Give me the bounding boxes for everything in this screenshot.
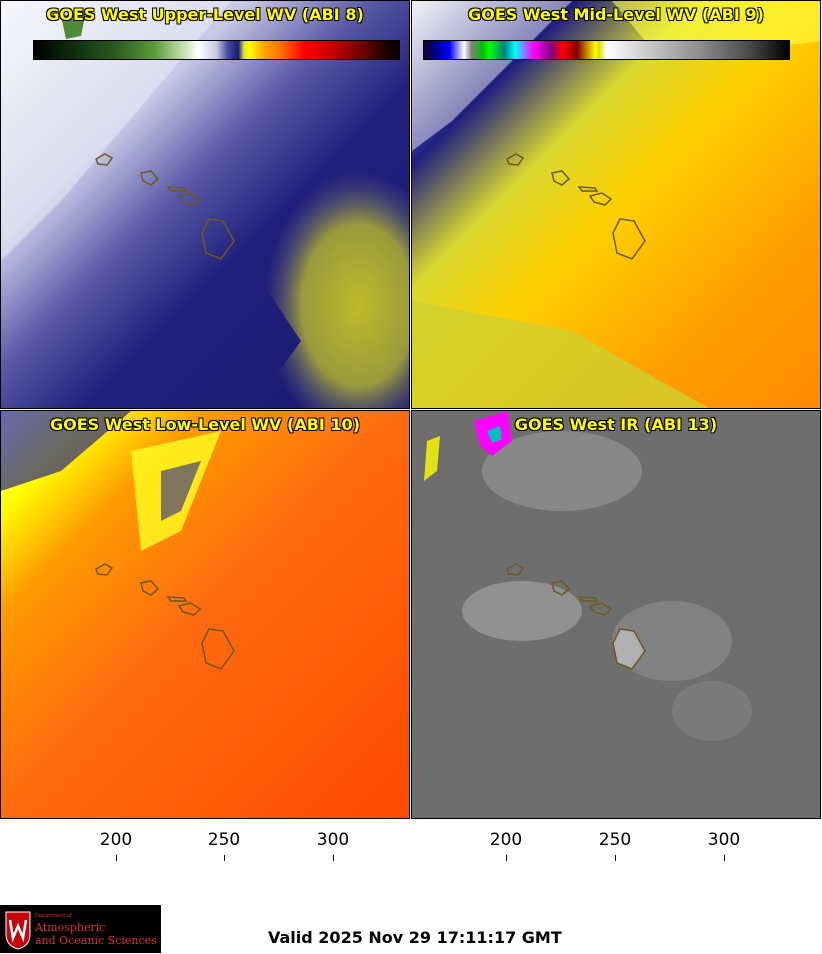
colorbar-tick-label: 300 xyxy=(316,830,350,850)
logo-name-line2: and Oceanic Sciences xyxy=(35,934,157,947)
upper-level-wv-panel: GOES West Upper-Level WV (ABI 8) xyxy=(0,0,410,409)
hawaii-coastline-overlay xyxy=(95,153,235,260)
hawaii-coastline-overlay xyxy=(95,563,235,670)
hawaii-coastline-overlay xyxy=(506,563,646,670)
panel-title: GOES West IR (ABI 13) xyxy=(514,415,718,434)
ir-colorbar: 200 250 300 xyxy=(411,822,822,902)
uw-crest-icon xyxy=(5,911,31,950)
mid-level-wv-panel: GOES West Mid-Level WV (ABI 9) xyxy=(411,0,821,409)
valid-time: Valid 2025 Nov 29 17:11:17 GMT xyxy=(268,928,562,947)
low-level-wv-image xyxy=(1,411,409,818)
colorbar-tick-mark xyxy=(333,855,334,861)
colorbar-tick-label: 300 xyxy=(707,830,741,850)
panel-title: GOES West Upper-Level WV (ABI 8) xyxy=(46,5,364,24)
ir-image xyxy=(412,411,820,818)
colorbar-tick-mark xyxy=(724,855,725,861)
panel-title: GOES West Mid-Level WV (ABI 9) xyxy=(468,5,764,24)
colorbar-tick-label: 200 xyxy=(99,830,133,850)
wv-colorbar: 200 250 300 xyxy=(0,822,411,902)
colorbar-tick-label: 250 xyxy=(207,830,241,850)
upper-level-wv-image xyxy=(1,1,409,408)
colorbar-tick-mark xyxy=(506,855,507,861)
logo-dept-line: Department of xyxy=(35,913,72,919)
hawaii-coastline-overlay xyxy=(506,153,646,260)
colorbar-tick-mark xyxy=(615,855,616,861)
ir-panel: GOES West IR (ABI 13) xyxy=(411,410,821,819)
low-level-wv-panel: GOES West Low-Level WV (ABI 10) xyxy=(0,410,410,819)
colorbar-tick-mark xyxy=(224,855,225,861)
wv-colorbar-gradient xyxy=(33,40,400,60)
aos-logo: Department of Atmospheric and Oceanic Sc… xyxy=(0,905,161,953)
logo-name-line1: Atmospheric xyxy=(35,921,106,934)
colorbar-tick-label: 250 xyxy=(598,830,632,850)
mid-level-wv-image xyxy=(412,1,820,408)
colorbar-tick-label: 200 xyxy=(489,830,523,850)
ir-colorbar-gradient xyxy=(423,40,790,60)
colorbar-tick-mark xyxy=(116,855,117,861)
panel-title: GOES West Low-Level WV (ABI 10) xyxy=(49,415,360,434)
